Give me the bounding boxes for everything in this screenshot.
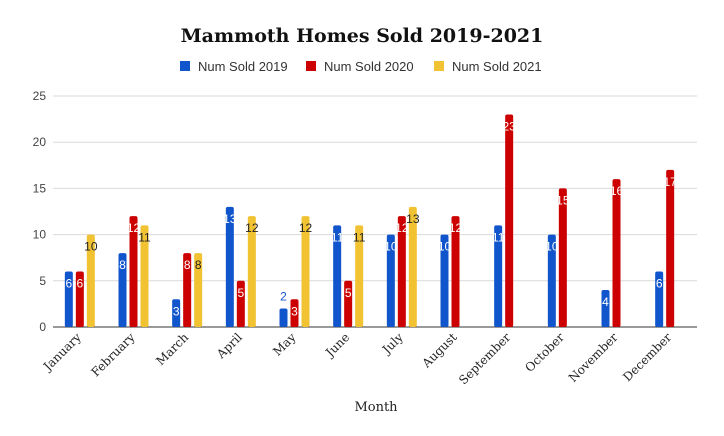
bar-january-3 [86,234,95,327]
data-label: 11 [492,230,505,244]
bar-september-2 [505,114,514,327]
data-label: 15 [556,193,570,207]
bar-april-3 [247,216,256,327]
y-tick-label: 10 [33,228,47,242]
data-label: 13 [223,212,237,226]
bar-october-1 [547,234,556,327]
data-label: 23 [502,119,516,133]
bar-june-3 [355,225,364,327]
bar-may-3 [301,216,310,327]
data-label: 17 [663,175,677,189]
data-label: 11 [353,230,366,244]
y-tick-label: 25 [33,89,47,103]
data-label: 12 [127,221,141,235]
chart-title: Mammoth Homes Sold 2019-2021 [181,25,544,47]
bar-march-2 [183,253,192,327]
bar-july-2 [397,216,406,327]
data-label: 6 [656,277,663,291]
x-tick-label: October [522,330,567,375]
data-label: 4 [602,295,609,309]
data-label: 5 [237,286,244,300]
y-tick-label: 20 [33,135,47,149]
bar-june-1 [333,225,342,327]
x-tick-label: September [456,330,513,387]
data-label: 12 [449,221,463,235]
x-tick-label: January [39,330,84,375]
legend-label-2: Num Sold 2020 [324,59,414,74]
data-label: 3 [291,304,298,318]
y-tick-label: 0 [39,320,46,334]
bar-june-2 [344,280,353,327]
bar-april-2 [236,280,245,327]
x-tick-label: July [378,330,406,358]
data-label: 6 [65,277,72,291]
bar-july-3 [408,206,417,327]
data-label: 16 [610,184,624,198]
legend-label-3: Num Sold 2021 [452,59,542,74]
data-label: 10 [438,240,452,254]
data-label: 3 [173,304,180,318]
bars [64,114,675,327]
data-label: 11 [138,230,151,244]
y-axis-ticks: 0 5 10 15 20 25 [33,89,47,334]
data-label: 8 [195,258,202,272]
bar-january-1 [64,271,73,327]
y-tick-label: 5 [39,274,46,288]
bar-november-2 [612,179,621,327]
y-tick-label: 15 [33,181,47,195]
data-label: 6 [76,277,83,291]
data-label: 12 [245,221,259,235]
x-tick-label: May [270,330,299,359]
legend-swatch-1 [180,61,190,71]
data-label: 12 [299,221,313,235]
data-label: 8 [119,258,126,272]
legend-swatch-2 [306,61,316,71]
bar-january-2 [75,271,84,327]
bar-august-1 [440,234,449,327]
bar-july-1 [386,234,395,327]
x-axis-ticks: January February March April May June July Augu… [39,330,674,387]
data-label: 10 [84,240,98,254]
bar-april-1 [225,206,234,327]
bar-may-1 [279,308,288,327]
bar-november-1 [601,290,610,327]
bar-september-1 [494,225,503,327]
data-label: 11 [331,230,344,244]
x-tick-label: August [419,330,460,371]
bar-december-2 [666,169,675,327]
legend: Num Sold 2019 Num Sold 2020 Num Sold 2021 [180,59,542,74]
data-label: 13 [406,212,420,226]
gridlines [53,95,697,328]
bar-february-3 [140,225,149,327]
data-label: 2 [280,290,287,304]
x-tick-label: November [566,330,621,385]
data-label: 10 [384,240,398,254]
x-tick-label: April [213,330,245,362]
bar-february-2 [129,216,138,327]
bar-august-2 [451,216,460,327]
data-label: 5 [345,286,352,300]
x-tick-label: December [620,330,674,384]
data-label: 12 [395,221,409,235]
data-label: 8 [184,258,191,272]
bar-march-3 [194,253,203,327]
bar-may-2 [290,299,299,327]
x-axis-label: Month [354,400,398,415]
legend-label-1: Num Sold 2019 [198,59,288,74]
bar-march-1 [172,299,181,327]
bar-february-1 [118,253,127,327]
x-tick-label: June [322,330,353,361]
x-tick-label: February [88,330,137,379]
legend-swatch-3 [434,61,444,71]
data-label: 10 [545,240,559,254]
x-tick-label: March [153,330,191,368]
bar-october-2 [558,188,567,327]
bar-december-1 [655,271,664,327]
